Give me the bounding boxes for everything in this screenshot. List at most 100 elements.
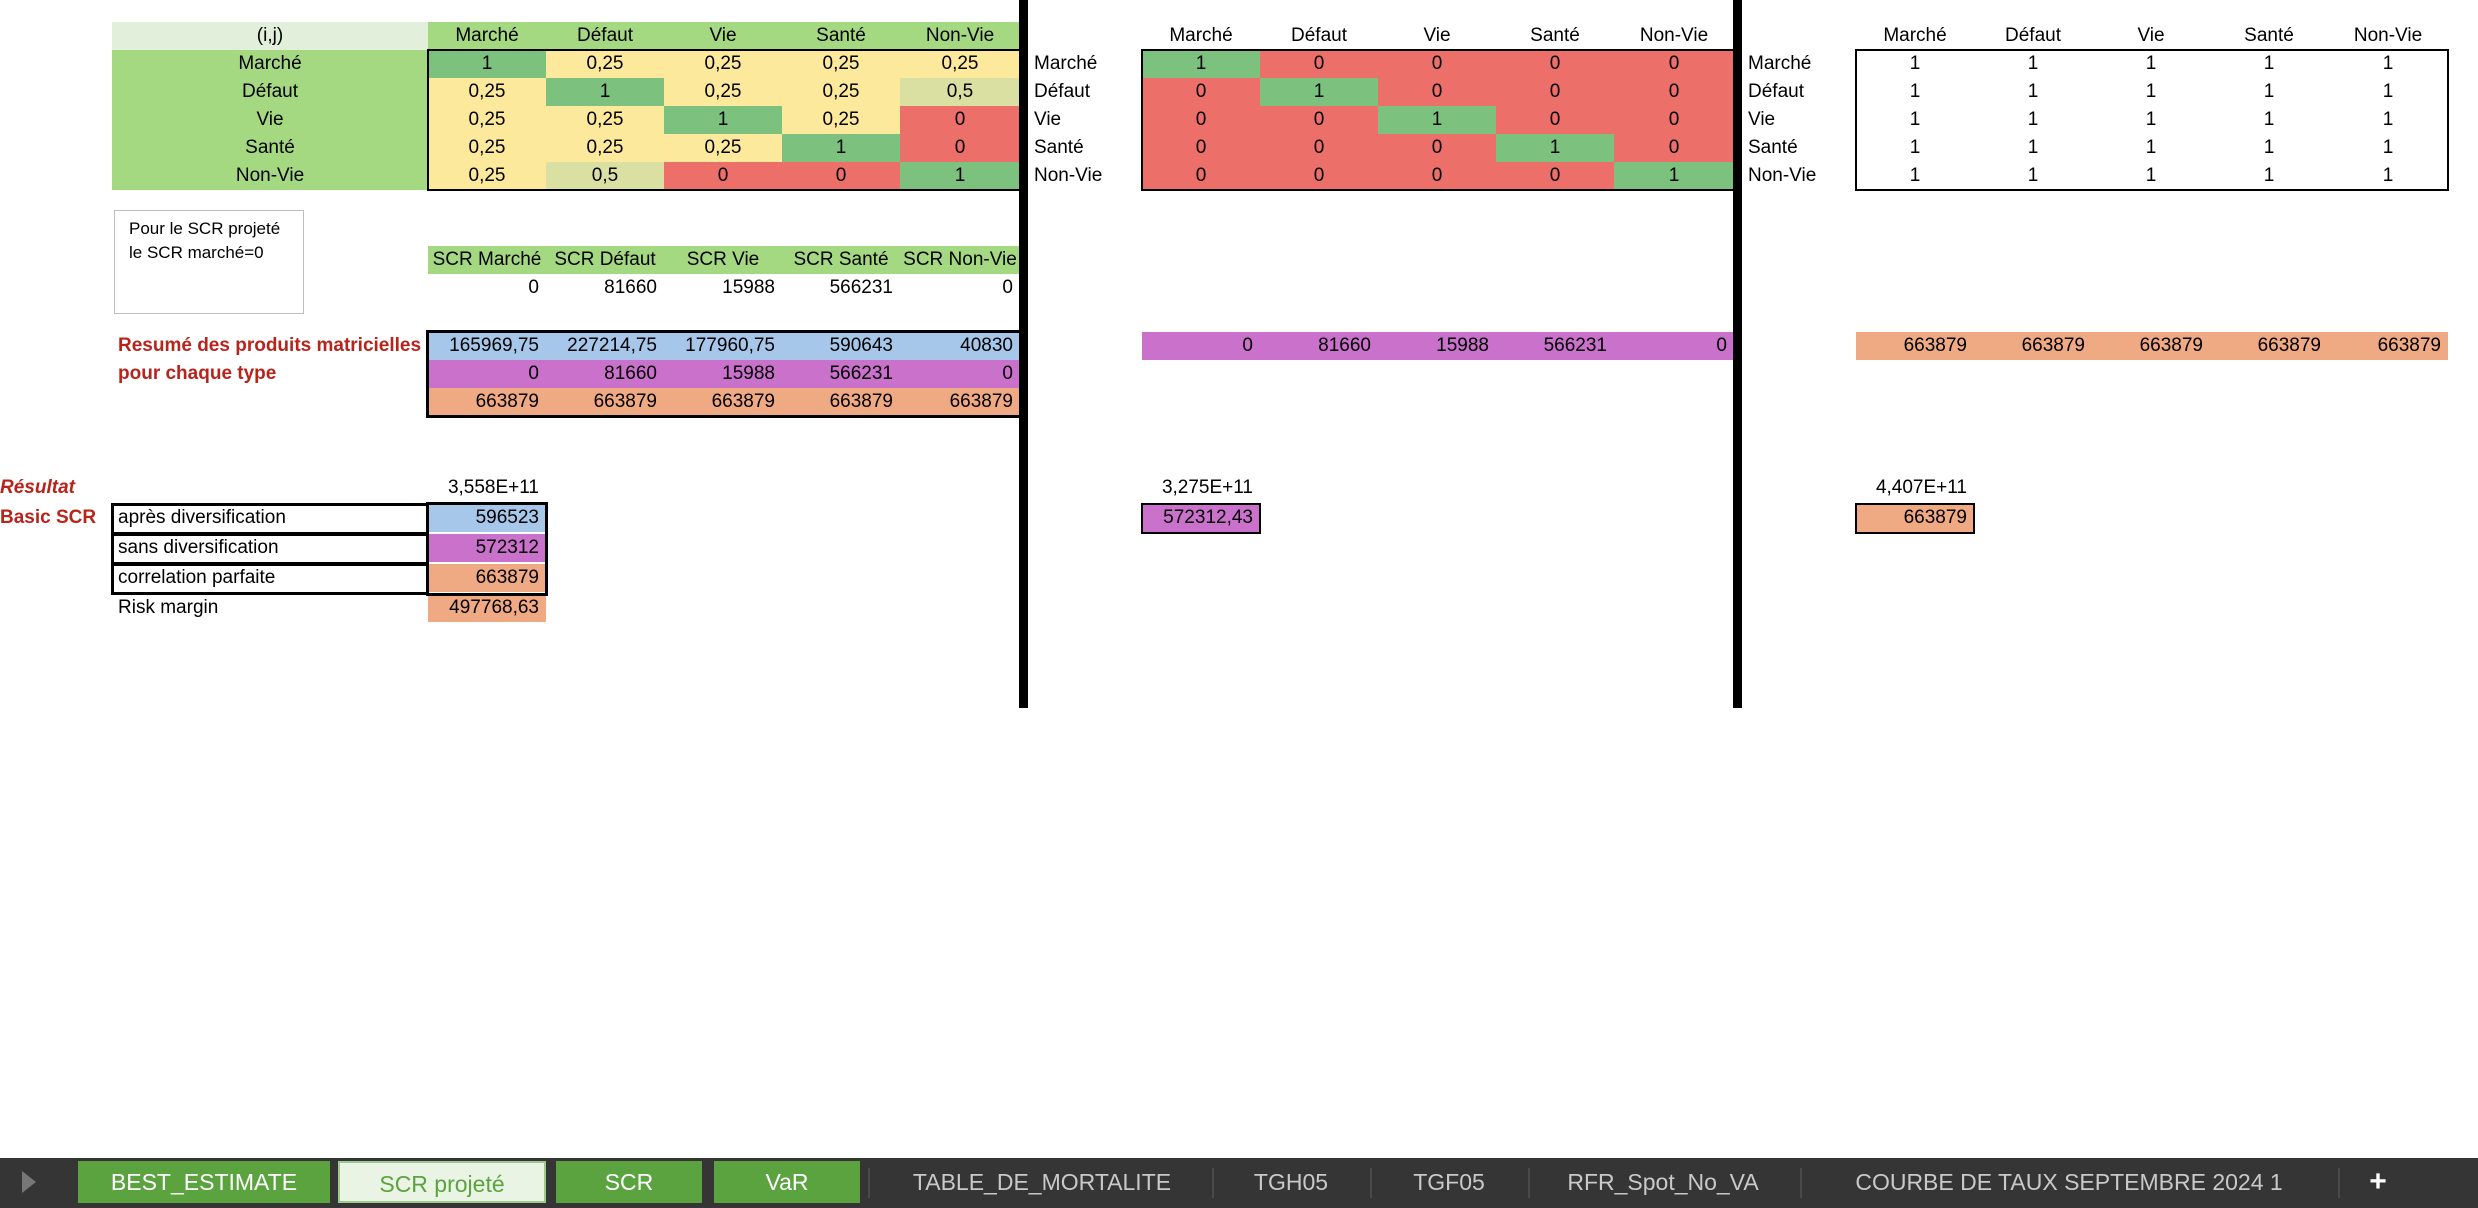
play-icon[interactable] bbox=[22, 1171, 36, 1193]
summary-cell[interactable]: 40830 bbox=[900, 332, 1020, 360]
m3-cell[interactable]: 1 bbox=[2382, 137, 2394, 158]
m1-cell[interactable]: 0 bbox=[900, 106, 1020, 134]
m3-cell[interactable]: 1 bbox=[1909, 137, 1921, 158]
spreadsheet-grid[interactable]: (i,j) Marché Défaut Vie Santé Non-Vie Ma… bbox=[0, 0, 2478, 1158]
right-scr-value[interactable]: 663879 bbox=[1856, 504, 1974, 532]
m2-cell[interactable]: 0 bbox=[1260, 134, 1378, 162]
summary-cell[interactable]: 566231 bbox=[782, 360, 900, 388]
m2-cell[interactable]: 0 bbox=[1496, 78, 1614, 106]
m1-cell[interactable]: 0,25 bbox=[664, 78, 782, 106]
mid-summary-cell[interactable]: 566231 bbox=[1496, 332, 1614, 360]
summary-cell[interactable]: 663879 bbox=[546, 388, 664, 416]
m1-cell[interactable]: 1 bbox=[900, 162, 1020, 190]
right-summary-cell[interactable]: 663879 bbox=[1974, 332, 2092, 360]
m3-row-header[interactable]: Vie bbox=[1748, 109, 1776, 130]
m3-cell[interactable]: 1 bbox=[1909, 53, 1921, 74]
scr-result-value[interactable]: 596523 bbox=[428, 504, 546, 532]
m2-cell[interactable]: 0 bbox=[1378, 50, 1496, 78]
m1-row-header[interactable]: Vie bbox=[112, 106, 428, 134]
m1-cell[interactable]: 0,25 bbox=[782, 50, 900, 78]
m1-cell[interactable]: 0,5 bbox=[900, 78, 1020, 106]
summary-cell[interactable]: 663879 bbox=[782, 388, 900, 416]
summary-cell[interactable]: 177960,75 bbox=[664, 332, 782, 360]
scr-value[interactable]: 0 bbox=[1002, 277, 1013, 298]
m2-cell[interactable]: 0 bbox=[1496, 162, 1614, 190]
scr-value[interactable]: 81660 bbox=[604, 277, 657, 298]
basic-scr-label[interactable]: Basic SCR bbox=[0, 507, 97, 528]
m1-cell[interactable]: 0,25 bbox=[782, 106, 900, 134]
m3-cell[interactable]: 1 bbox=[2263, 109, 2275, 130]
mid-summary-cell[interactable]: 0 bbox=[1614, 332, 1734, 360]
m2-row-header[interactable]: Santé bbox=[1034, 137, 1084, 158]
m2-cell[interactable]: 0 bbox=[1614, 50, 1734, 78]
m1-cell[interactable]: 0,25 bbox=[428, 134, 546, 162]
m3-cell[interactable]: 1 bbox=[2027, 81, 2039, 102]
m2-col-header[interactable]: Vie bbox=[1423, 25, 1451, 46]
m2-cell[interactable]: 0 bbox=[1142, 106, 1260, 134]
m2-cell[interactable]: 0 bbox=[1142, 162, 1260, 190]
m1-cell[interactable]: 0,25 bbox=[428, 78, 546, 106]
add-sheet-icon[interactable]: + bbox=[2369, 1165, 2387, 1198]
summary-cell[interactable]: 663879 bbox=[664, 388, 782, 416]
m2-cell[interactable]: 1 bbox=[1378, 106, 1496, 134]
summary-cell[interactable]: 81660 bbox=[546, 360, 664, 388]
tab-tgf05[interactable]: TGF05 bbox=[1413, 1169, 1485, 1195]
m2-cell[interactable]: 0 bbox=[1496, 106, 1614, 134]
m1-cell[interactable]: 1 bbox=[782, 134, 900, 162]
m1-row-header[interactable]: Non-Vie bbox=[112, 162, 428, 190]
m3-cell[interactable]: 1 bbox=[2382, 109, 2394, 130]
scr-result-label[interactable]: après diversification bbox=[118, 507, 286, 528]
summary-cell[interactable]: 590643 bbox=[782, 332, 900, 360]
m2-cell[interactable]: 0 bbox=[1260, 162, 1378, 190]
right-summary-cell[interactable]: 663879 bbox=[2328, 332, 2448, 360]
m3-col-header[interactable]: Santé bbox=[2244, 25, 2294, 46]
m1-cell[interactable]: 0 bbox=[900, 134, 1020, 162]
m2-cell[interactable]: 0 bbox=[1614, 78, 1734, 106]
m1-row-header[interactable]: Défaut bbox=[112, 78, 428, 106]
right-summary-cell[interactable]: 663879 bbox=[1856, 332, 1974, 360]
scr-result-label[interactable]: sans diversification bbox=[118, 537, 279, 558]
m1-row-header[interactable]: Santé bbox=[112, 134, 428, 162]
m1-cell[interactable]: 1 bbox=[546, 78, 664, 106]
m1-cell[interactable]: 0,25 bbox=[428, 106, 546, 134]
m2-cell[interactable]: 0 bbox=[1142, 78, 1260, 106]
result-value[interactable]: 3,558E+11 bbox=[447, 477, 539, 498]
m2-cell[interactable]: 0 bbox=[1142, 134, 1260, 162]
tab-var[interactable]: VaR bbox=[714, 1161, 860, 1203]
scr-header[interactable]: SCR Non-Vie bbox=[900, 246, 1020, 274]
tab-rfr-spot-no-va[interactable]: RFR_Spot_No_VA bbox=[1567, 1169, 1759, 1195]
m3-cell[interactable]: 1 bbox=[2263, 81, 2275, 102]
note-textbox[interactable]: Pour le SCR projeté le SCR marché=0 bbox=[114, 210, 304, 314]
m3-cell[interactable]: 1 bbox=[1909, 109, 1921, 130]
m3-row-header[interactable]: Défaut bbox=[1748, 81, 1804, 102]
m3-col-header[interactable]: Défaut bbox=[2005, 25, 2061, 46]
tab-best-estimate[interactable]: BEST_ESTIMATE bbox=[78, 1161, 330, 1203]
summary-cell[interactable]: 0 bbox=[428, 360, 546, 388]
m3-cell[interactable]: 1 bbox=[2145, 165, 2157, 186]
m2-col-header[interactable]: Défaut bbox=[1291, 25, 1347, 46]
m3-cell[interactable]: 1 bbox=[2382, 81, 2394, 102]
m3-cell[interactable]: 1 bbox=[2027, 137, 2039, 158]
m1-cell[interactable]: 0 bbox=[664, 162, 782, 190]
m1-cell[interactable]: 0,25 bbox=[900, 50, 1020, 78]
m2-col-header[interactable]: Marché bbox=[1169, 25, 1233, 46]
summary-cell[interactable]: 165969,75 bbox=[428, 332, 546, 360]
m2-cell[interactable]: 0 bbox=[1614, 134, 1734, 162]
m1-col-header[interactable]: Défaut bbox=[546, 22, 664, 50]
right-summary-cell[interactable]: 663879 bbox=[2210, 332, 2328, 360]
m3-cell[interactable]: 1 bbox=[2027, 165, 2039, 186]
scr-value[interactable]: 0 bbox=[528, 277, 539, 298]
m1-cell[interactable]: 0,25 bbox=[428, 162, 546, 190]
scr-value[interactable]: 15988 bbox=[722, 277, 775, 298]
summary-cell[interactable]: 663879 bbox=[900, 388, 1020, 416]
m3-cell[interactable]: 1 bbox=[2145, 53, 2157, 74]
m3-cell[interactable]: 1 bbox=[2027, 109, 2039, 130]
m1-cell[interactable]: 0,25 bbox=[546, 50, 664, 78]
scr-header[interactable]: SCR Santé bbox=[782, 246, 900, 274]
m3-cell[interactable]: 1 bbox=[2145, 81, 2157, 102]
m3-row-header[interactable]: Santé bbox=[1748, 137, 1798, 158]
m1-cell[interactable]: 0,5 bbox=[546, 162, 664, 190]
m1-col-header[interactable]: Vie bbox=[664, 22, 782, 50]
m1-cell[interactable]: 1 bbox=[664, 106, 782, 134]
m2-cell[interactable]: 0 bbox=[1260, 50, 1378, 78]
